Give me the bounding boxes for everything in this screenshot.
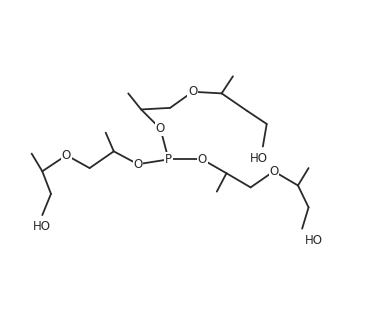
Text: HO: HO	[250, 152, 268, 165]
Text: HO: HO	[33, 220, 51, 233]
Text: O: O	[62, 149, 71, 162]
Text: O: O	[133, 158, 142, 171]
Text: O: O	[188, 85, 197, 98]
Text: P: P	[165, 153, 172, 166]
Text: O: O	[269, 165, 279, 178]
Text: O: O	[198, 153, 207, 166]
Text: HO: HO	[305, 234, 323, 247]
Text: O: O	[156, 122, 165, 135]
